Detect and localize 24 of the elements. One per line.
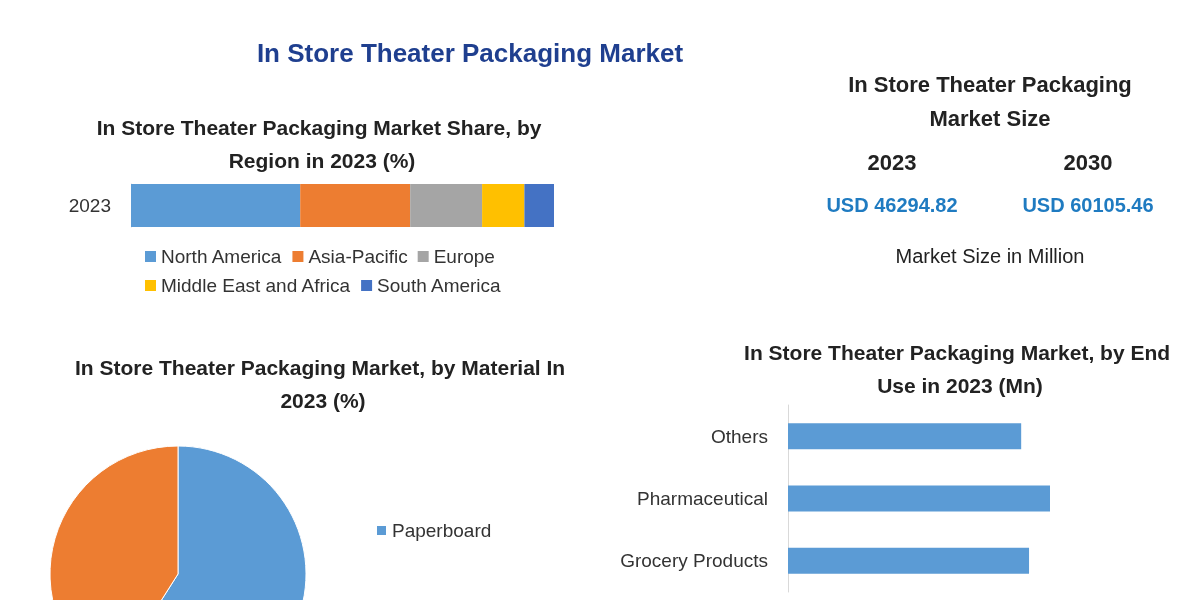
- y-tick-label: Others: [710, 425, 768, 447]
- bar: [482, 184, 525, 227]
- legend-label: Asia-Pacific: [308, 246, 408, 267]
- text: 2030: [1062, 150, 1114, 176]
- legend-label: Middle East and Africa: [161, 275, 351, 296]
- text: USD 60105.46: [1021, 194, 1155, 217]
- text: Market Size in Million: [894, 245, 1086, 268]
- chart-title: In Store Theater Packaging Market Share, by Region in 2023 (%): [96, 116, 548, 172]
- bar: [300, 184, 411, 227]
- legend-label: Paperboard: [392, 520, 492, 541]
- chart-title: In Store Theater Packaging Market, by End Use in 2023 (Mn): [744, 341, 1176, 397]
- text: 2023: [866, 150, 918, 176]
- y-tick-label: Grocery Products: [620, 550, 768, 572]
- bar: [524, 184, 554, 227]
- bar: [131, 184, 301, 227]
- legend-label: South America: [377, 275, 502, 296]
- text: In Store Theater Packaging Market: [255, 37, 685, 70]
- bar: [410, 184, 483, 227]
- legend-label: Europe: [433, 246, 495, 267]
- text: In Store Theater Packaging Market Size: [847, 71, 1133, 133]
- y-tick-label: Pharmaceutical: [637, 488, 768, 509]
- text: USD 46294.82: [825, 194, 959, 217]
- legend-label: North America: [161, 246, 282, 267]
- chart-title: In Store Theater Packaging Market, by Material In 2023 (%): [75, 356, 571, 412]
